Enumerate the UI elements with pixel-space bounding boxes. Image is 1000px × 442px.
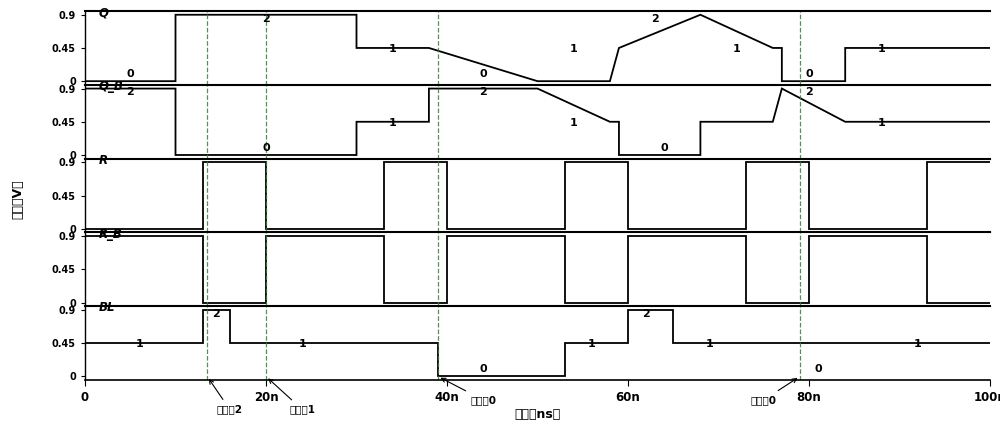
Text: 1: 1 — [389, 44, 397, 54]
Text: 2: 2 — [805, 88, 813, 97]
Text: 2: 2 — [651, 14, 659, 23]
Text: 1: 1 — [878, 44, 885, 54]
Text: 2: 2 — [212, 309, 220, 319]
Text: 1: 1 — [588, 339, 596, 349]
Text: 0: 0 — [479, 364, 487, 374]
Text: BL: BL — [99, 301, 115, 314]
Text: 1: 1 — [570, 44, 578, 54]
Text: R: R — [99, 154, 108, 167]
Text: 1: 1 — [706, 339, 713, 349]
Text: 读逻辑0: 读逻辑0 — [442, 378, 496, 405]
Text: 2: 2 — [642, 309, 650, 319]
Text: 电压（V）: 电压（V） — [12, 179, 24, 219]
Text: 2: 2 — [479, 88, 487, 97]
Text: 0: 0 — [660, 143, 668, 153]
Text: 1: 1 — [570, 118, 578, 128]
Text: 读逻辑1: 读逻辑1 — [269, 379, 315, 415]
Text: 2: 2 — [126, 88, 134, 97]
Text: 2: 2 — [262, 14, 270, 23]
Text: 1: 1 — [878, 118, 885, 128]
Text: 0: 0 — [814, 364, 822, 374]
X-axis label: 时间（ns）: 时间（ns） — [514, 408, 561, 421]
Text: 1: 1 — [298, 339, 306, 349]
Text: 1: 1 — [733, 44, 740, 54]
Text: 1: 1 — [135, 339, 143, 349]
Text: R_B: R_B — [99, 228, 122, 240]
Text: 0: 0 — [262, 143, 270, 153]
Text: 0: 0 — [805, 69, 813, 79]
Text: 读逻辑2: 读逻辑2 — [209, 380, 243, 415]
Text: 1: 1 — [389, 118, 397, 128]
Text: 1: 1 — [914, 339, 921, 349]
Text: Q_B: Q_B — [99, 80, 123, 93]
Text: Q: Q — [99, 6, 109, 19]
Text: 0: 0 — [479, 69, 487, 79]
Text: 读逻辑0: 读逻辑0 — [751, 379, 797, 405]
Text: 0: 0 — [126, 69, 134, 79]
